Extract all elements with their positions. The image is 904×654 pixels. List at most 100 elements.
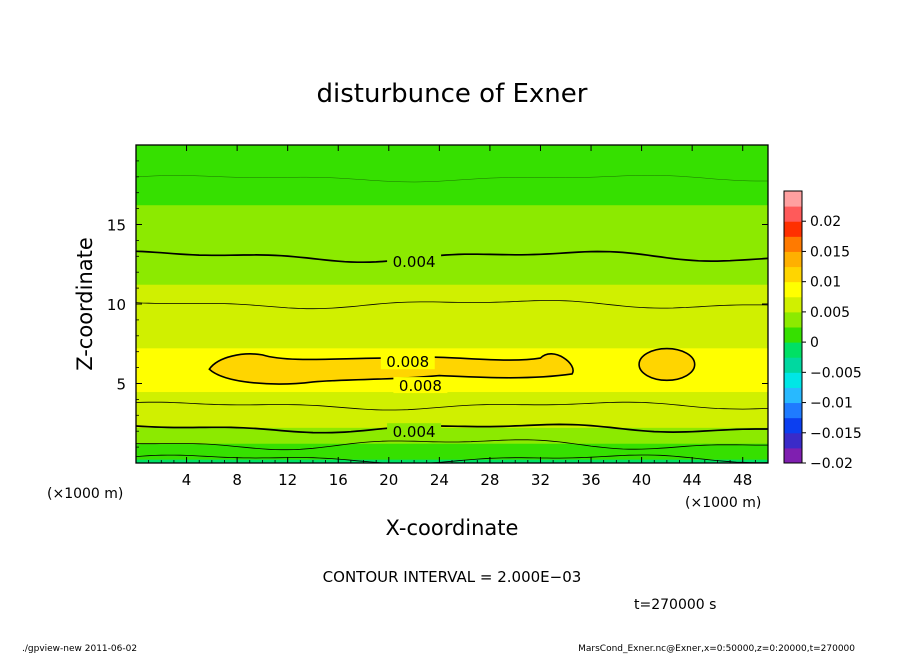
x-tick-label: 44 xyxy=(683,471,702,489)
field-band xyxy=(136,343,768,349)
colorbar-swatch xyxy=(784,447,802,464)
x-units-label: (×1000 m) xyxy=(685,495,761,511)
contour-label: 0.008 xyxy=(399,377,442,395)
field-band xyxy=(136,172,768,178)
field-band xyxy=(136,439,768,444)
colorbar-swatch xyxy=(784,311,802,328)
field-band xyxy=(136,304,768,309)
colorbar-swatch xyxy=(784,342,802,358)
colorbar-swatch xyxy=(784,402,802,419)
field-band xyxy=(136,208,768,214)
field-band xyxy=(136,192,768,198)
x-tick-label: 28 xyxy=(480,471,499,489)
contour-line xyxy=(136,300,768,310)
y-tick-label: 10 xyxy=(107,296,126,314)
field-band xyxy=(136,339,768,345)
y-tick-label: 5 xyxy=(116,376,126,394)
field-band xyxy=(136,323,768,329)
field-band xyxy=(136,435,768,440)
contour-line xyxy=(136,439,768,451)
field-bands xyxy=(136,145,768,463)
x-tick-label: 12 xyxy=(278,471,297,489)
field-band xyxy=(136,296,768,301)
field-band xyxy=(136,224,768,230)
field-band xyxy=(136,403,768,408)
field-band xyxy=(136,351,768,357)
field-band xyxy=(136,288,768,293)
contour-line xyxy=(136,175,768,183)
field-band xyxy=(136,260,768,265)
field-band xyxy=(136,455,768,460)
colorbar-label: −0.015 xyxy=(810,426,862,442)
x-tick-label: 8 xyxy=(232,471,242,489)
x-axis-ticks: 4 8 12 16 20 24 28 32 36 40 44 48 xyxy=(148,145,756,489)
contour-label-bg xyxy=(380,353,435,370)
field-band xyxy=(136,268,768,273)
x-tick-label: 36 xyxy=(581,471,600,489)
y-axis-ticks: 5 10 15 xyxy=(107,160,768,448)
field-band xyxy=(136,196,768,202)
x-tick-label: 40 xyxy=(632,471,651,489)
colorbar-label: −0.01 xyxy=(810,396,853,412)
x-tick-label: 48 xyxy=(733,471,752,489)
field-band xyxy=(136,244,768,249)
field-band xyxy=(136,284,768,289)
x-tick-label: 32 xyxy=(531,471,550,489)
field-band xyxy=(136,256,768,261)
colorbar-swatch xyxy=(784,372,802,388)
colorbar-swatch xyxy=(784,236,802,252)
field-band xyxy=(136,216,768,222)
field-band xyxy=(136,236,768,241)
x-tick-label: 24 xyxy=(430,471,449,489)
colorbar: −0.02 −0.015 −0.01 −0.005 0 0.005 0.01 0.015 0.0… xyxy=(783,190,862,472)
colorbar-swatch xyxy=(784,417,802,434)
field-band xyxy=(136,407,768,412)
max-region-east xyxy=(638,347,696,382)
x-tick-label: 16 xyxy=(329,471,348,489)
field-band xyxy=(136,145,768,150)
contour-line xyxy=(136,401,768,411)
x-tick-label: 4 xyxy=(182,471,192,489)
field-band xyxy=(136,280,768,285)
colorbar-swatch xyxy=(784,296,802,313)
field-band xyxy=(136,220,768,226)
field-band xyxy=(136,276,768,281)
contour-label-bg xyxy=(393,377,448,394)
field-band xyxy=(136,335,768,341)
field-band xyxy=(136,331,768,337)
field-band xyxy=(136,443,768,448)
colorbar-swatch xyxy=(784,357,802,373)
field-band xyxy=(136,307,768,313)
field-band xyxy=(136,399,768,404)
field-band xyxy=(136,200,768,206)
chart-title: disturbunce of Exner xyxy=(317,79,588,109)
field-band xyxy=(136,272,768,277)
field-band xyxy=(136,395,768,400)
contour-labels: 0.004 0.008 0.008 0.004 xyxy=(380,253,448,441)
field-band xyxy=(136,447,768,452)
footer-left: ./gpview-new 2011-06-02 xyxy=(22,644,137,654)
colorbar-label: 0.015 xyxy=(810,244,850,260)
colorbar-swatch xyxy=(784,191,802,207)
field-band xyxy=(136,248,768,253)
contour-interval-text: CONTOUR INTERVAL = 2.000E−03 xyxy=(323,568,582,586)
colorbar-swatch xyxy=(784,251,802,268)
field-band xyxy=(136,379,768,385)
field-band xyxy=(136,212,768,218)
y-tick-label: 15 xyxy=(107,217,126,235)
colorbar-swatch xyxy=(784,206,802,222)
field-band xyxy=(136,168,768,174)
field-band xyxy=(136,383,768,389)
colorbar-label: −0.005 xyxy=(810,365,862,381)
contour-line xyxy=(136,423,768,434)
contour-label: 0.004 xyxy=(393,423,436,441)
field-band xyxy=(136,228,768,234)
field-band xyxy=(136,419,768,424)
colorbar-label: 0.01 xyxy=(810,275,841,291)
field-band xyxy=(136,327,768,333)
field-band xyxy=(136,176,768,182)
field-band xyxy=(136,264,768,269)
field-band xyxy=(136,204,768,210)
field-band xyxy=(136,315,768,321)
field-band xyxy=(136,391,768,397)
